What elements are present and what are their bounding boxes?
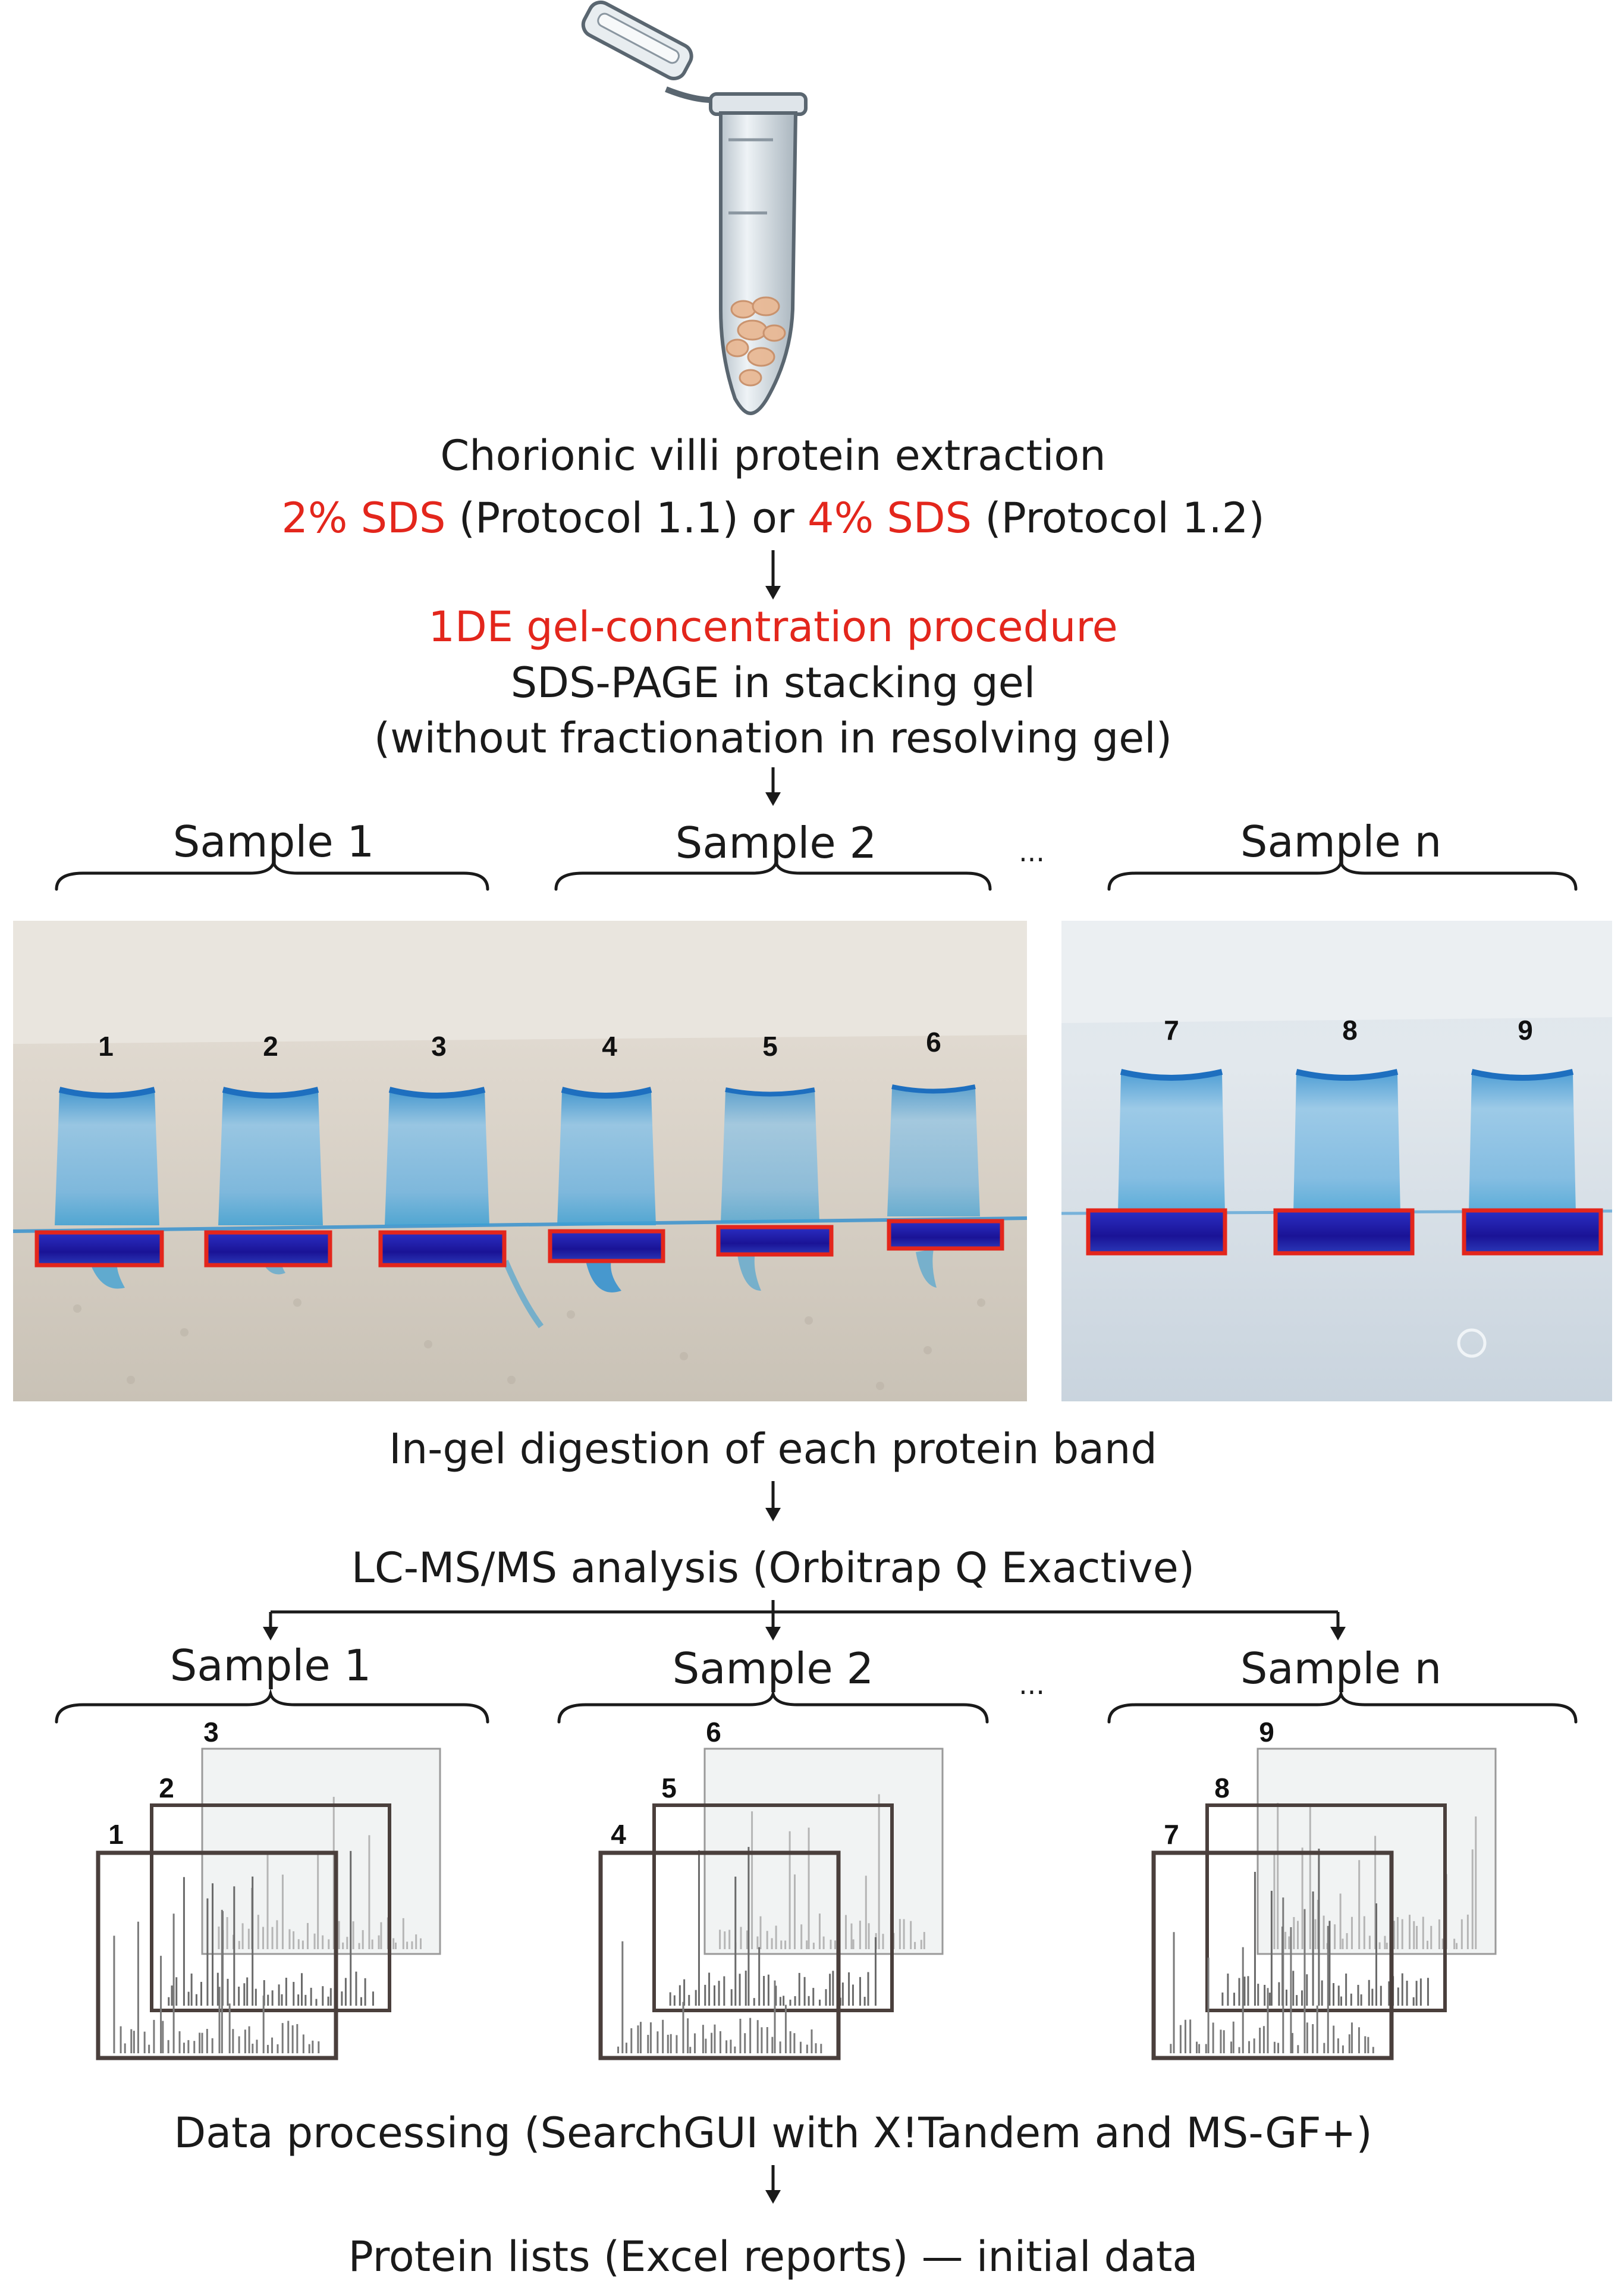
- spectrum-lane-number: 9: [1259, 1717, 1274, 1748]
- spectrum-frame: [96, 1850, 338, 2060]
- gel-photo-samples-1-2: 1 2 3 4 5 6: [12, 921, 1028, 1401]
- spectra-stack-2: 65 4: [598, 1717, 944, 2060]
- gel-lane-9: [1469, 1069, 1576, 1213]
- lane-number-4: 4: [602, 1031, 617, 1062]
- spectrum-lane-number: 4: [611, 1819, 626, 1850]
- spectrum-lane-number: 8: [1214, 1773, 1230, 1803]
- protein-band-4: [550, 1231, 663, 1261]
- spectrum-lane-number: 6: [706, 1717, 721, 1748]
- spectra-stack-3: 98 7: [1151, 1717, 1497, 2060]
- concentration-note: (without fractionation in resolving gel): [374, 714, 1172, 763]
- spectra-brace-2: [557, 1688, 989, 1724]
- protein-band-6: [889, 1221, 1002, 1248]
- gel-brace-n: [1107, 857, 1578, 891]
- spectrum-lane-number: 7: [1164, 1819, 1179, 1850]
- protein-band-5: [718, 1227, 831, 1254]
- extraction-title: Chorionic villi protein extraction: [440, 431, 1105, 480]
- processing-step: Data processing (SearchGUI with X!Tandem…: [174, 2109, 1372, 2157]
- gel-brace-2: [554, 857, 992, 891]
- protein-band-9: [1464, 1210, 1601, 1253]
- spectrum-lane-number: 3: [203, 1717, 219, 1748]
- lane-number-6: 6: [926, 1027, 941, 1058]
- spectrum-lane-number: 2: [159, 1773, 174, 1803]
- protocol-1-1-text: (Protocol 1.1) or: [445, 494, 808, 542]
- gel-lane-6: [887, 1084, 980, 1288]
- spectra-stack-1: 32 1: [96, 1717, 441, 2060]
- gel-brace-1: [55, 857, 489, 891]
- lane-number-3: 3: [431, 1031, 447, 1062]
- sds-2-percent: 2% SDS: [281, 494, 445, 542]
- spectrum-frame: [150, 1803, 391, 2012]
- eppendorf-tube-icon: [581, 0, 808, 416]
- sds-4-percent: 4% SDS: [808, 494, 972, 542]
- lcms-step: LC-MS/MS analysis (Orbitrap Q Exactive): [351, 1544, 1195, 1592]
- spectra-brace-1: [55, 1688, 489, 1724]
- down-arrow-4: [765, 2165, 781, 2204]
- spectrum-frame: [1151, 1850, 1394, 2060]
- protein-band-8: [1276, 1210, 1412, 1253]
- down-arrow-1: [765, 550, 781, 600]
- spectrum-frame: [1205, 1803, 1447, 2012]
- down-arrow-2: [765, 767, 781, 806]
- spectrum-lane-number: 5: [661, 1773, 677, 1803]
- lane-number-1: 1: [98, 1031, 114, 1062]
- gel-lane-7: [1118, 1069, 1225, 1213]
- protein-band-2: [206, 1232, 330, 1265]
- ms-spectra-stacks: 32 1 65 4 98 7: [96, 1717, 1497, 2060]
- gel-lane-4: [557, 1087, 656, 1293]
- gel-ellipsis: ...: [1019, 836, 1045, 868]
- lane-number-7: 7: [1164, 1015, 1179, 1046]
- lane-number-8: 8: [1342, 1015, 1358, 1046]
- concentration-subtitle: SDS-PAGE in stacking gel: [511, 658, 1036, 707]
- extraction-protocols: 2% SDS (Protocol 1.1) or 4% SDS (Protoco…: [281, 494, 1264, 542]
- concentration-title: 1DE gel-concentration procedure: [428, 603, 1117, 651]
- lane-number-5: 5: [762, 1031, 778, 1062]
- gel-photo-sample-n: 7 8 9: [1061, 921, 1613, 1401]
- spectra-sample-label-2: Sample 2: [673, 1643, 874, 1693]
- protein-band-7: [1088, 1210, 1225, 1253]
- result-step: Protein lists (Excel reports) — initial …: [348, 2232, 1198, 2281]
- lane-number-9: 9: [1518, 1015, 1533, 1046]
- protein-band-3: [381, 1232, 504, 1265]
- spectra-sample-label-1: Sample 1: [170, 1640, 372, 1690]
- spectra-brace-n: [1107, 1688, 1578, 1724]
- lane-number-2: 2: [263, 1031, 278, 1062]
- branch-arrows: [263, 1600, 1346, 1640]
- gel-lane-3: [385, 1087, 544, 1328]
- spectra-ellipsis: ...: [1019, 1668, 1045, 1701]
- down-arrow-3: [765, 1481, 781, 1522]
- protocol-1-2-text: (Protocol 1.2): [972, 494, 1265, 542]
- spectrum-lane-number: 1: [108, 1819, 124, 1850]
- spectrum-frame: [598, 1850, 841, 2060]
- digestion-step: In-gel digestion of each protein band: [389, 1425, 1157, 1473]
- spectra-sample-label-n: Sample n: [1240, 1643, 1441, 1693]
- gel-lane-5: [721, 1087, 819, 1291]
- protein-band-1: [37, 1232, 162, 1265]
- spectrum-frame: [652, 1803, 894, 2012]
- gel-lane-8: [1293, 1069, 1400, 1213]
